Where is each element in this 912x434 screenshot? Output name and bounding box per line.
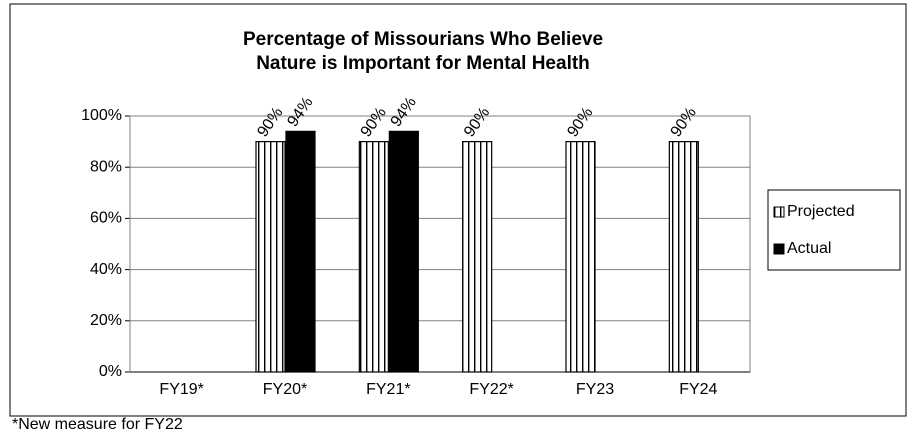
x-tick-label: FY23 [576,381,614,398]
chart-border [9,3,907,417]
bar [285,130,316,373]
y-tick-label: 0% [99,363,122,380]
y-tick-label: 100% [81,107,122,124]
x-tick-label: FY21* [366,381,410,398]
bar [668,141,699,373]
bar [358,141,389,373]
x-tick-label: FY22* [469,381,513,398]
bar [388,130,419,373]
chart-title: Nature is Important for Mental Health [256,53,590,74]
bar [255,141,286,373]
x-tick-label: FY24 [679,381,717,398]
legend-label: Actual [787,240,831,257]
chart-title: Percentage of Missourians Who Believe [243,29,603,50]
y-tick-label: 60% [90,210,122,227]
y-tick-label: 80% [90,158,122,175]
bar [565,141,596,373]
x-tick-label: FY20* [263,381,307,398]
legend-box [767,189,901,271]
bar [462,141,493,373]
y-tick-label: 20% [90,312,122,329]
x-tick-label: FY19* [159,381,203,398]
legend-swatch [773,243,785,255]
legend-label: Projected [787,203,855,220]
footnote: *New measure for FY22 [12,416,183,433]
legend-swatch [773,206,785,218]
y-tick-label: 40% [90,261,122,278]
